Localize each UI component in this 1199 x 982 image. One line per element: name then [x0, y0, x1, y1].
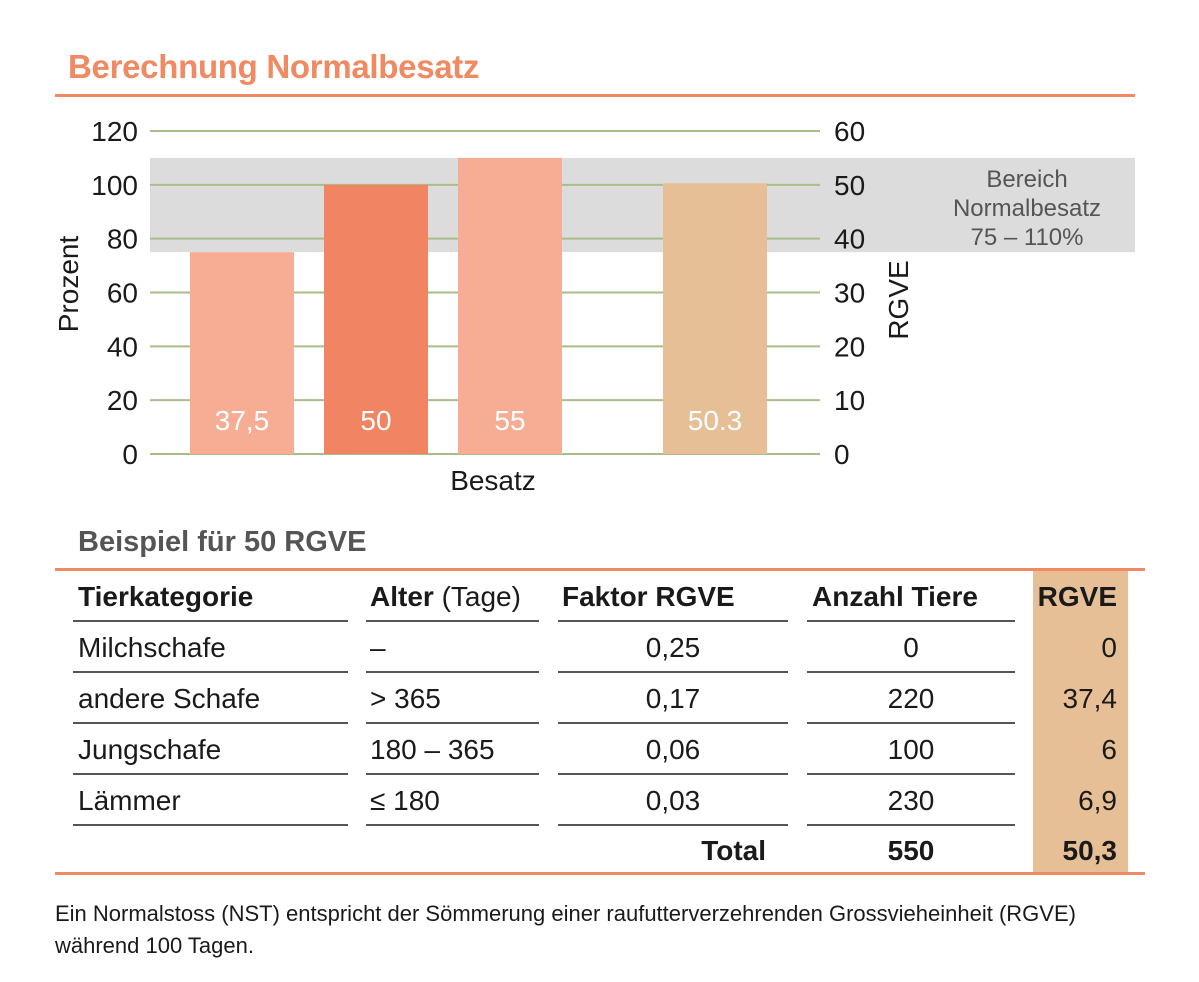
cell-rgve: 6: [1101, 734, 1117, 765]
band-label: 75 – 110%: [971, 224, 1084, 251]
y-tick-left: 0: [122, 439, 138, 470]
y-tick-left: 40: [107, 331, 138, 362]
bar: [324, 184, 428, 454]
y-axis-label-left: Prozent: [53, 236, 84, 333]
row-line: [807, 671, 1015, 673]
bar-value-label: 37,5: [215, 405, 270, 436]
row-line: [73, 773, 348, 775]
cell-kategorie: Lämmer: [78, 785, 181, 816]
cell-alter: ≤ 180: [370, 785, 440, 816]
cell-alter: 180 – 365: [370, 734, 495, 765]
y-tick-left: 80: [107, 224, 138, 255]
y-tick-right: 0: [834, 439, 850, 470]
cell-faktor: 0,03: [645, 785, 701, 816]
row-line: [558, 620, 788, 622]
cell-kategorie: andere Schafe: [78, 683, 261, 714]
row-line: [73, 671, 348, 673]
y-tick-right: 60: [834, 116, 865, 147]
cell-kategorie: Jungschafe: [78, 734, 222, 765]
row-line: [558, 722, 788, 724]
table-top-rule: [55, 568, 1145, 571]
bar: [190, 252, 294, 454]
row-line: [73, 722, 348, 724]
header-faktor: Faktor RGVE: [562, 581, 735, 612]
y-axis-label-right: RGVE: [883, 260, 914, 339]
y-tick-right: 40: [834, 224, 865, 255]
header-alter-bold: Alter: [370, 581, 434, 612]
cell-anzahl: 220: [887, 683, 935, 714]
header-tierkategorie: Tierkategorie: [78, 581, 254, 612]
row-line: [73, 620, 348, 622]
bar-chart: 0 0 20 10 40 20 60 30 80 40 100 50 120 60 37,5 50 55 50.3…: [53, 116, 1135, 496]
header-alter: Alter (Tage): [370, 580, 521, 614]
row-line: [558, 773, 788, 775]
row-line: [558, 824, 788, 826]
table-subtitle: Beispiel für 50 RGVE: [78, 526, 367, 558]
row-line: [73, 824, 348, 826]
cell-rgve: 37,4: [1062, 683, 1118, 714]
row-line: [366, 824, 539, 826]
total-rgve: 50,3: [1062, 835, 1118, 866]
total-label: Total: [701, 835, 766, 866]
cell-anzahl: 230: [887, 785, 935, 816]
header-anzahl: Anzahl Tiere: [812, 581, 978, 612]
header-rgve: RGVE: [1037, 581, 1117, 612]
band-label: Normalbesatz: [953, 195, 1101, 222]
rgve-column-highlight: [1033, 571, 1128, 873]
footnote: Ein Normalstoss (NST) entspricht der Söm…: [55, 901, 1076, 958]
title-rule: [55, 94, 1135, 97]
row-line: [807, 620, 1015, 622]
page-title: Berechnung Normalbesatz: [68, 48, 480, 85]
bar: [663, 183, 767, 454]
row-line: [366, 671, 539, 673]
row-line: [366, 722, 539, 724]
cell-rgve: 0: [1101, 632, 1117, 663]
y-tick-right: 30: [834, 278, 865, 309]
row-line: [807, 824, 1015, 826]
cell-faktor: 0,06: [645, 734, 701, 765]
header-alter-unit: (Tage): [433, 581, 521, 612]
cell-faktor: 0,25: [645, 632, 701, 663]
table-bottom-rule: [55, 872, 1145, 875]
y-tick-right: 10: [834, 385, 865, 416]
cell-alter: > 365: [370, 683, 441, 714]
total-anzahl: 550: [887, 835, 935, 866]
cell-anzahl: 100: [887, 734, 935, 765]
y-tick-left: 60: [107, 278, 138, 309]
row-line: [807, 722, 1015, 724]
bar-value-label: 50.3: [688, 405, 743, 436]
y-tick-left: 20: [107, 385, 138, 416]
cell-faktor: 0,17: [645, 683, 701, 714]
y-tick-left: 120: [91, 116, 138, 147]
cell-kategorie: Milchschafe: [78, 632, 226, 663]
y-tick-left: 100: [91, 170, 138, 201]
row-line: [366, 773, 539, 775]
row-line: [366, 620, 539, 622]
band-label: Bereich: [986, 166, 1067, 193]
bar: [458, 157, 562, 454]
y-tick-right: 20: [834, 331, 865, 362]
bar-value-label: 50: [360, 405, 391, 436]
cell-rgve: 6,9: [1078, 785, 1117, 816]
row-line: [807, 773, 1015, 775]
cell-alter: –: [370, 632, 386, 663]
y-tick-right: 50: [834, 170, 865, 201]
normalbesatz-band: [150, 157, 1135, 253]
x-axis-label: Besatz: [450, 465, 536, 496]
bar-value-label: 55: [494, 405, 525, 436]
row-line: [558, 671, 788, 673]
cell-anzahl: 0: [903, 632, 919, 663]
